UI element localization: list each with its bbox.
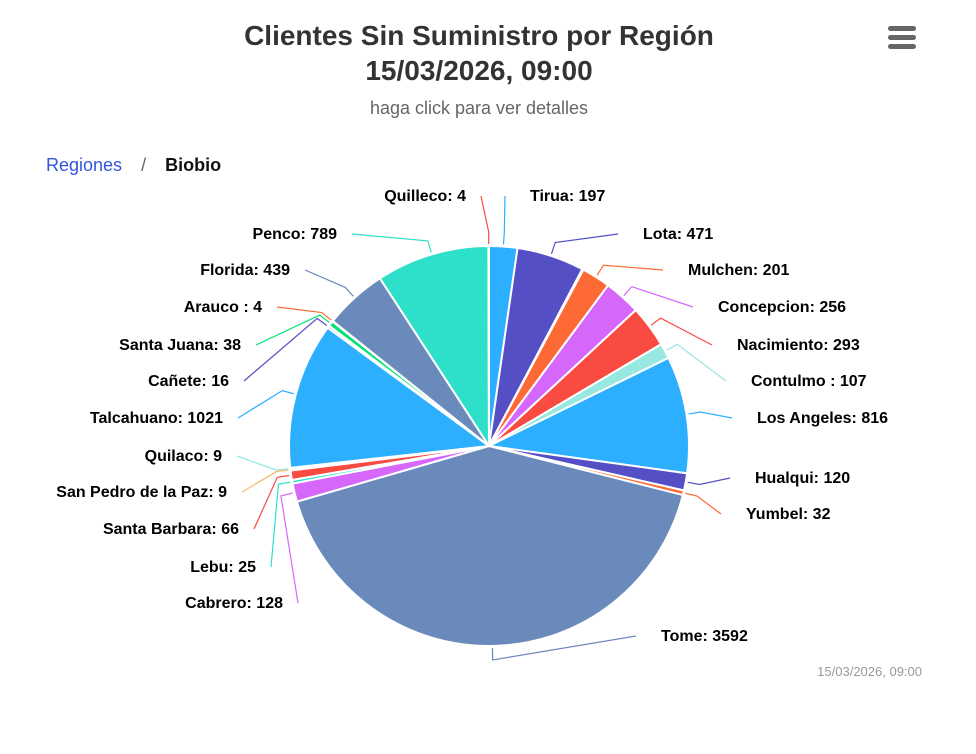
breadcrumb-current: Biobio bbox=[165, 155, 222, 175]
data-label-cañete: Cañete: 16 bbox=[148, 373, 229, 390]
chart-credit: 15/03/2026, 09:00 bbox=[817, 664, 922, 679]
connector-santa-juana bbox=[255, 314, 330, 346]
connector-los-angeles bbox=[688, 411, 733, 419]
connector-cañete bbox=[243, 317, 328, 382]
chart-title-line2: 15/03/2026, 09:00 bbox=[365, 55, 593, 86]
breadcrumb-separator: / bbox=[141, 155, 147, 175]
pie-slice-talcahuano[interactable] bbox=[288, 326, 490, 469]
data-label-san-pedro-de-la-paz: San Pedro de la Paz: 9 bbox=[56, 484, 227, 501]
data-label-tirua: Tirua: 197 bbox=[530, 188, 605, 205]
data-label-talcahuano: Talcahuano: 1021 bbox=[90, 410, 223, 427]
breadcrumb-root-link[interactable]: Regiones bbox=[46, 155, 123, 175]
data-label-lebu: Lebu: 25 bbox=[190, 559, 256, 576]
connector-mulchen bbox=[596, 264, 664, 276]
chart-title-line1: Clientes Sin Suministro por Región bbox=[244, 20, 714, 51]
connector-lebu bbox=[270, 481, 291, 568]
connector-hualqui bbox=[687, 477, 731, 486]
data-label-los-angeles: Los Angeles: 816 bbox=[757, 410, 888, 427]
pie-slice-quilleco[interactable] bbox=[487, 245, 490, 447]
data-label-florida: Florida: 439 bbox=[200, 262, 290, 279]
connector-tome bbox=[491, 635, 637, 661]
chart-title: Clientes Sin Suministro por Región 15/03… bbox=[0, 18, 958, 88]
pie-slice-los-angeles[interactable] bbox=[488, 356, 690, 475]
connector-talcahuano bbox=[237, 390, 295, 419]
data-label-cabrero: Cabrero: 128 bbox=[185, 595, 283, 612]
data-label-arauco: Arauco : 4 bbox=[184, 299, 262, 316]
connector-cabrero bbox=[280, 492, 299, 604]
connector-penco bbox=[351, 233, 432, 253]
data-label-quilleco: Quilleco: 4 bbox=[384, 188, 466, 205]
connector-quilaco bbox=[236, 455, 289, 471]
data-label-santa-juana: Santa Juana: 38 bbox=[119, 337, 241, 354]
pie-slice-tome[interactable] bbox=[295, 445, 684, 647]
chart-subtitle: haga click para ver detalles bbox=[369, 98, 589, 118]
data-label-hualqui: Hualqui: 120 bbox=[755, 470, 850, 487]
connector-contulmo bbox=[666, 343, 727, 382]
hamburger-menu-icon[interactable] bbox=[886, 24, 918, 54]
connector-arauco bbox=[276, 306, 332, 321]
data-label-yumbel: Yumbel: 32 bbox=[746, 506, 831, 523]
connector-santa-barbara bbox=[253, 474, 290, 530]
data-label-santa-barbara: Santa Barbara: 66 bbox=[103, 521, 239, 538]
connector-florida bbox=[304, 269, 354, 297]
connector-yumbel bbox=[685, 492, 722, 515]
data-label-concepcion: Concepcion: 256 bbox=[718, 299, 846, 316]
data-label-tome: Tome: 3592 bbox=[661, 628, 748, 645]
data-label-quilaco: Quilaco: 9 bbox=[145, 448, 222, 465]
connector-concepcion bbox=[623, 285, 694, 308]
data-label-mulchen: Mulchen: 201 bbox=[688, 262, 789, 279]
connector-quilleco bbox=[480, 195, 490, 245]
pie-slice-penco[interactable] bbox=[378, 245, 490, 447]
data-label-contulmo: Contulmo : 107 bbox=[751, 373, 867, 390]
connector-san-pedro-de-la-paz bbox=[241, 469, 289, 493]
data-label-nacimiento: Nacimiento: 293 bbox=[737, 337, 860, 354]
connector-lota bbox=[550, 233, 619, 255]
data-label-penco: Penco: 789 bbox=[253, 226, 338, 243]
connector-nacimiento bbox=[650, 317, 713, 346]
breadcrumb: Regiones / Biobio bbox=[46, 155, 221, 176]
data-label-lota: Lota: 471 bbox=[643, 226, 713, 243]
connector-tirua bbox=[502, 195, 506, 245]
